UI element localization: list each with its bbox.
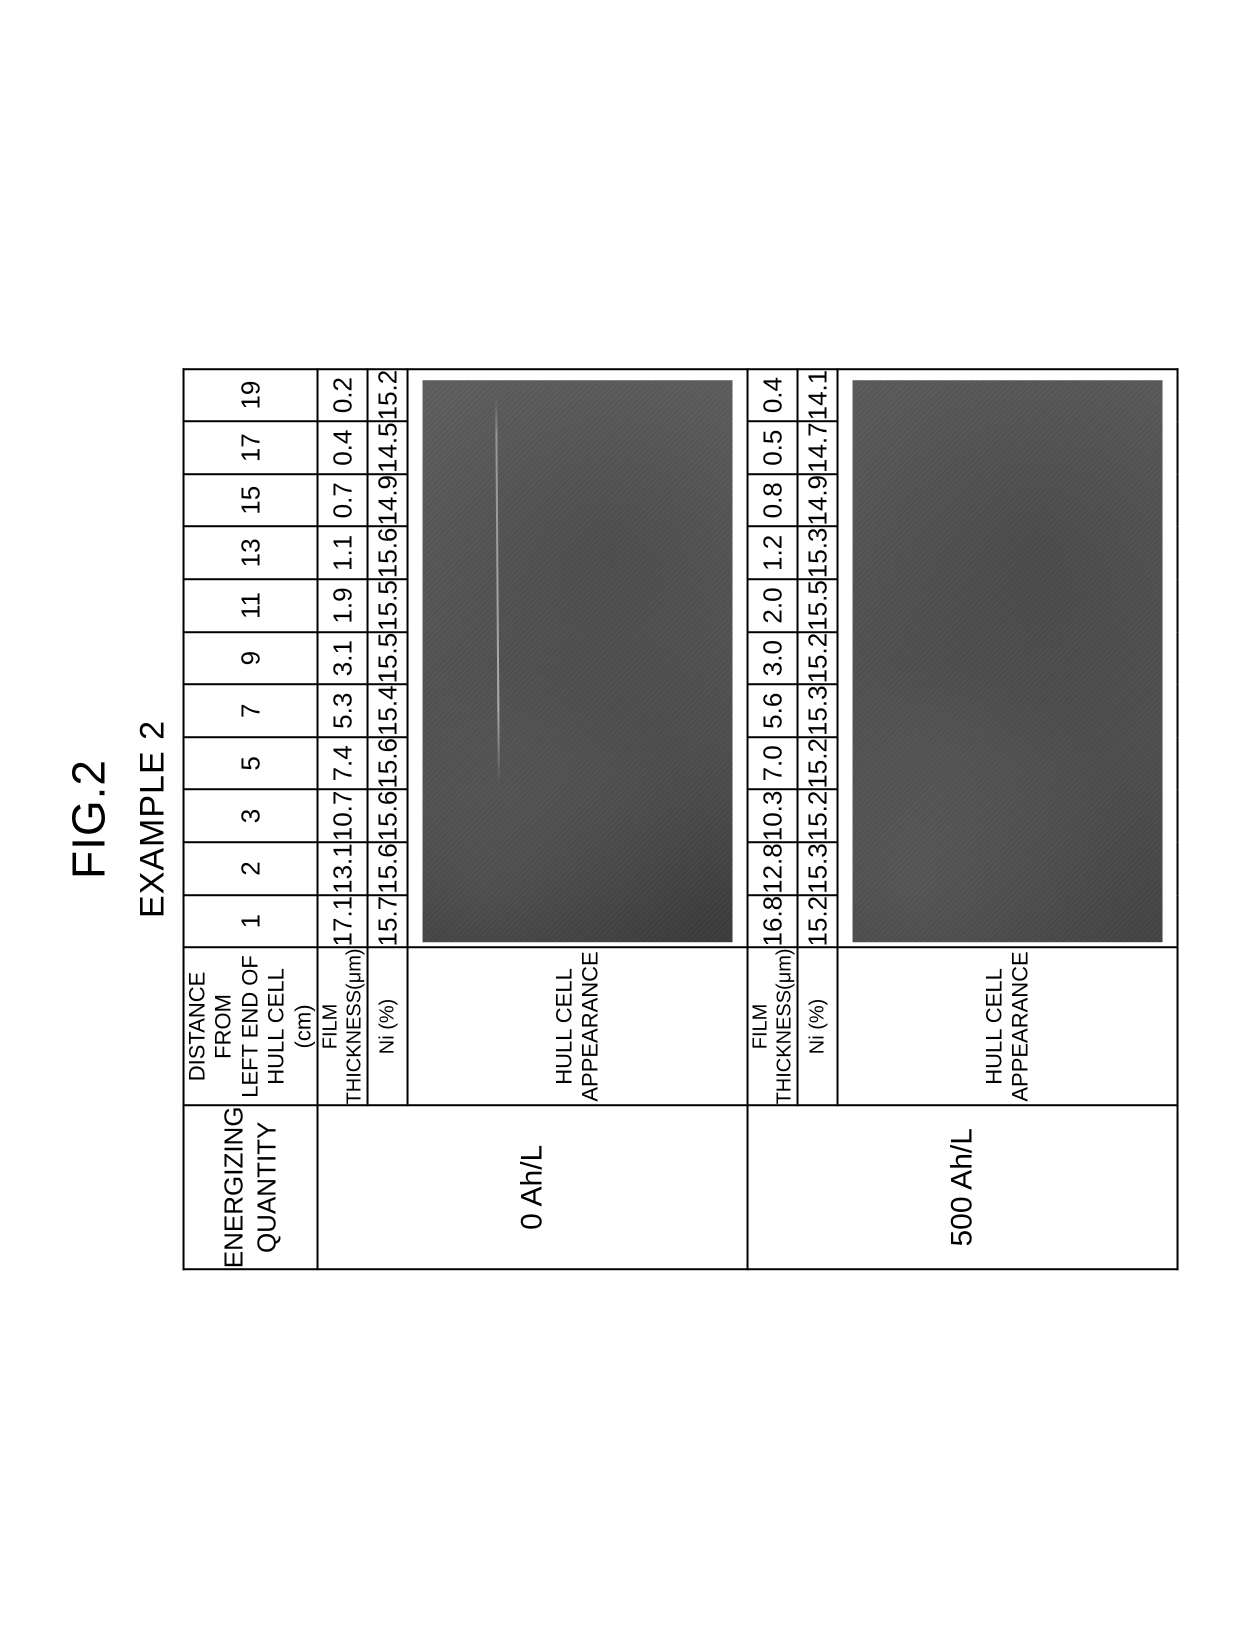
distance-cell: 17 (184, 421, 318, 474)
film-thickness-cell: 10.3 (747, 790, 797, 843)
ni-cell: 15.5 (797, 579, 837, 632)
ni-cell: 15.3 (797, 684, 837, 737)
film-thickness-cell: 13.1 (317, 842, 367, 895)
film-thickness-cell: 7.4 (317, 737, 367, 790)
ni-cell: 15.5 (367, 579, 407, 632)
ni-cell: 14.9 (367, 474, 407, 527)
ni-cell: 14.7 (797, 421, 837, 474)
film-thickness-cell: 0.7 (317, 474, 367, 527)
ni-cell: 15.7 (367, 895, 407, 948)
ni-cell: 14.5 (367, 421, 407, 474)
film-thickness-cell: 1.9 (317, 579, 367, 632)
ni-cell: 15.2 (797, 632, 837, 685)
titles: FIG.2 EXAMPLE 2 (62, 368, 173, 1270)
header-distance-label: DISTANCE FROM LEFT END OF HULL CELL (cm) (184, 947, 318, 1105)
appearance-image-cell-g1 (837, 369, 1177, 948)
label-appearance-text-g1: HULL CELL APPEARANCE (981, 951, 1032, 1101)
header-energizing-quantity-text: ENERGIZING QUANTITY (219, 1106, 282, 1268)
energizing-value-g1: 500 Ah/L (747, 1105, 1177, 1269)
distance-cell: 7 (184, 684, 318, 737)
distance-cell: 5 (184, 737, 318, 790)
distance-cell: 11 (184, 579, 318, 632)
film-thickness-cell: 5.3 (317, 684, 367, 737)
distance-cell: 19 (184, 369, 318, 422)
label-ni-g0: Ni (%) (367, 947, 407, 1105)
distance-cell: 1 (184, 895, 318, 948)
label-ni-g1: Ni (%) (797, 947, 837, 1105)
ni-cell: 15.3 (797, 842, 837, 895)
film-thickness-cell: 0.2 (317, 369, 367, 422)
film-thickness-cell: 12.8 (747, 842, 797, 895)
figure-container: FIG.2 EXAMPLE 2 ENERGIZING QUANTITY DIST… (62, 368, 1179, 1270)
hull-cell-texture-icon (422, 380, 732, 943)
film-thickness-cell: 17.1 (317, 895, 367, 948)
distance-cell: 9 (184, 632, 318, 685)
ni-cell: 14.9 (797, 474, 837, 527)
appearance-image-cell-g0 (407, 369, 747, 948)
ni-cell: 15.3 (797, 527, 837, 580)
film-thickness-cell: 3.0 (747, 632, 797, 685)
label-appearance-g0: HULL CELL APPEARANCE (407, 947, 747, 1105)
hull-cell-texture-icon (852, 380, 1162, 943)
header-distance-label-text: DISTANCE FROM LEFT END OF HULL CELL (cm) (185, 955, 316, 1098)
film-thickness-cell: 3.1 (317, 632, 367, 685)
ni-cell: 15.6 (367, 737, 407, 790)
data-table: ENERGIZING QUANTITY DISTANCE FROM LEFT E… (183, 368, 1179, 1270)
ni-cell: 15.2 (797, 737, 837, 790)
ni-cell: 15.2 (367, 369, 407, 422)
film-thickness-cell: 2.0 (747, 579, 797, 632)
ni-cell: 14.1 (797, 369, 837, 422)
ni-cell: 15.6 (367, 790, 407, 843)
header-energizing-quantity: ENERGIZING QUANTITY (184, 1105, 318, 1269)
film-thickness-cell: 16.8 (747, 895, 797, 948)
distance-cell: 2 (184, 842, 318, 895)
film-thickness-cell: 7.0 (747, 737, 797, 790)
film-thickness-cell: 1.2 (747, 527, 797, 580)
hull-cell-photo-g1 (852, 380, 1162, 943)
energizing-value-g0: 0 Ah/L (317, 1105, 747, 1269)
label-film-thickness-g1: FILM THICKNESS(μm) (747, 947, 797, 1105)
film-thickness-cell: 1.1 (317, 527, 367, 580)
label-appearance-text-g0: HULL CELL APPEARANCE (551, 951, 602, 1101)
distance-cell: 15 (184, 474, 318, 527)
ni-cell: 15.6 (367, 842, 407, 895)
distance-cell: 3 (184, 790, 318, 843)
figure-title: FIG.2 (62, 368, 116, 1270)
row-film-thickness-g1: 500 Ah/L FILM THICKNESS(μm) 16.8 12.8 10… (747, 369, 797, 1269)
ni-cell: 15.6 (367, 527, 407, 580)
hull-cell-photo-g0 (422, 380, 732, 943)
film-thickness-cell: 10.7 (317, 790, 367, 843)
film-thickness-cell: 0.5 (747, 421, 797, 474)
ni-cell: 15.2 (797, 895, 837, 948)
ni-cell: 15.5 (367, 632, 407, 685)
ni-cell: 15.2 (797, 790, 837, 843)
example-title: EXAMPLE 2 (134, 368, 173, 1270)
distance-cell: 13 (184, 527, 318, 580)
row-distance-header: ENERGIZING QUANTITY DISTANCE FROM LEFT E… (184, 369, 318, 1269)
row-film-thickness-g0: 0 Ah/L FILM THICKNESS(μm) 17.1 13.1 10.7… (317, 369, 367, 1269)
film-thickness-cell: 0.4 (317, 421, 367, 474)
film-thickness-cell: 5.6 (747, 684, 797, 737)
label-film-thickness-g0: FILM THICKNESS(μm) (317, 947, 367, 1105)
film-thickness-cell: 0.8 (747, 474, 797, 527)
label-appearance-g1: HULL CELL APPEARANCE (837, 947, 1177, 1105)
film-thickness-cell: 0.4 (747, 369, 797, 422)
ni-cell: 15.4 (367, 684, 407, 737)
